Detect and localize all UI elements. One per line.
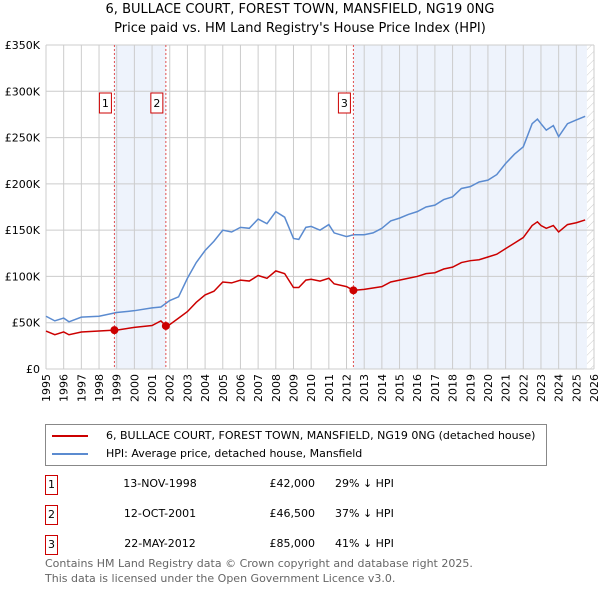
sale-label: 2 (153, 97, 160, 110)
footer: Contains HM Land Registry data © Crown c… (45, 556, 473, 586)
forecast-hatch (586, 45, 594, 369)
sale-point (349, 286, 358, 295)
series-line (45, 115, 586, 323)
legend: 6, BULLACE COURT, FOREST TOWN, MANSFIELD… (45, 424, 547, 466)
x-tick-label: 1997 (75, 374, 88, 402)
legend-label: HPI: Average price, detached house, Mans… (106, 447, 363, 460)
transaction-hpi: 29% ↓ HPI (335, 477, 394, 490)
footer-copyright: Contains HM Land Registry data © Crown c… (45, 557, 473, 570)
transaction-number: 2 (45, 505, 58, 525)
x-tick-label: 1999 (111, 374, 124, 402)
x-tick-label: 2015 (394, 374, 407, 402)
x-tick-label: 2024 (553, 374, 566, 402)
x-tick-label: 2008 (270, 374, 283, 402)
sale-label-box (337, 92, 351, 114)
transaction-price: £85,000 (269, 537, 316, 550)
y-tick-label: £200K (5, 178, 41, 191)
transaction-number: 3 (45, 535, 58, 555)
x-tick-label: 2026 (588, 374, 600, 402)
price-chart: 1995 1996 1997 1998 1999 2000 2001 2002 2003 2004… (5, 39, 600, 402)
transaction-price: £46,500 (269, 507, 316, 520)
y-tick-label: £150K (5, 224, 41, 237)
x-tick-label: 1998 (93, 374, 106, 402)
transaction-row: 1 13-NOV-1998 £42,000 29% ↓ HPI (45, 475, 465, 495)
transaction-row: 3 22-MAY-2012 £85,000 41% ↓ HPI (45, 535, 465, 555)
x-tick-label: 2010 (305, 374, 318, 402)
sale-label: 1 (102, 97, 109, 110)
x-tick-label: 2006 (234, 374, 247, 402)
transaction-hpi: 37% ↓ HPI (335, 507, 394, 520)
x-tick-label: 1995 (40, 374, 53, 402)
x-tick-label: 2023 (535, 374, 548, 402)
x-tick-label: 2013 (358, 374, 371, 402)
chart-subtitle: Price paid vs. HM Land Registry's House … (114, 21, 486, 36)
x-tick-label: 2018 (447, 374, 460, 402)
transaction-date: 22-MAY-2012 (124, 537, 196, 550)
y-tick-label: £250K (5, 132, 41, 145)
transaction-row: 2 12-OCT-2001 £46,500 37% ↓ HPI (45, 505, 465, 525)
sale-point (110, 326, 119, 335)
x-tick-label: 2017 (429, 374, 442, 402)
y-tick-label: £300K (5, 85, 41, 98)
sale-label: 3 (341, 97, 348, 110)
footer-license: This data is licensed under the Open Gov… (45, 572, 396, 585)
chart-title: 6, BULLACE COURT, FOREST TOWN, MANSFIELD… (105, 2, 495, 17)
transaction-date: 13-NOV-1998 (123, 477, 197, 490)
y-tick-label: £350K (5, 39, 41, 52)
transaction-hpi: 41% ↓ HPI (335, 537, 394, 550)
x-tick-label: 2014 (376, 374, 389, 402)
y-tick-label: £100K (5, 270, 41, 283)
x-tick-label: 2019 (464, 374, 477, 402)
sale-label-box (98, 92, 112, 114)
x-tick-label: 2016 (411, 374, 424, 402)
x-tick-label: 2021 (500, 374, 513, 402)
legend-swatch-blue (52, 452, 88, 455)
x-tick-label: 2022 (517, 374, 530, 402)
x-tick-label: 2001 (146, 374, 159, 402)
x-tick-label: 2020 (482, 374, 495, 402)
x-tick-label: 1996 (58, 374, 71, 402)
x-tick-label: 2003 (181, 374, 194, 402)
transaction-price: £42,000 (269, 477, 316, 490)
x-tick-label: 2009 (287, 374, 300, 402)
sale-point (161, 321, 170, 330)
x-tick-label: 2002 (164, 374, 177, 402)
transaction-number: 1 (45, 475, 58, 495)
series-line (45, 219, 586, 336)
x-tick-label: 2007 (252, 374, 265, 402)
x-tick-label: 2004 (199, 374, 212, 402)
legend-item-hpi: HPI: Average price, detached house, Mans… (52, 446, 362, 461)
x-tick-label: 2011 (323, 374, 336, 402)
x-tick-label: 2005 (217, 374, 230, 402)
legend-label: 6, BULLACE COURT, FOREST TOWN, MANSFIELD… (106, 429, 536, 442)
legend-swatch-red (52, 434, 88, 437)
x-tick-label: 2012 (341, 374, 354, 402)
legend-item-property: 6, BULLACE COURT, FOREST TOWN, MANSFIELD… (52, 428, 535, 443)
y-tick-label: £50K (12, 317, 41, 330)
transaction-date: 12-OCT-2001 (123, 507, 197, 520)
x-tick-label: 2000 (128, 374, 141, 402)
sale-label-box (150, 92, 164, 114)
y-tick-label: £0 (26, 363, 40, 376)
x-tick-label: 2025 (570, 374, 583, 402)
